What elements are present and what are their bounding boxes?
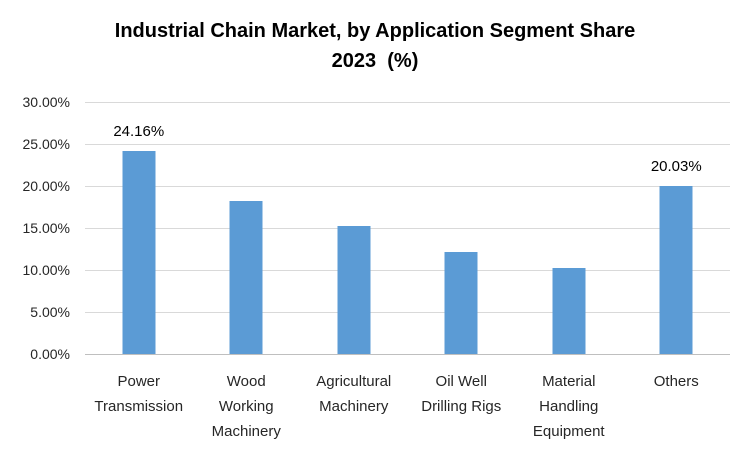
y-axis: 30.00% 25.00% 20.00% 15.00% 10.00% 5.00% 0.00% — [0, 0, 70, 450]
x-axis-category-label: Wood Working Machinery — [211, 373, 281, 440]
bar-material-handling-equipment — [552, 268, 586, 354]
chart-title: Industrial Chain Market, by Application … — [0, 16, 750, 76]
bar-column — [300, 102, 408, 354]
bar-data-label: 24.16% — [113, 123, 165, 141]
chart-title-line-1: Industrial Chain Market, by Application … — [114, 20, 636, 42]
plot-area: 24.16% 20.03% — [85, 102, 730, 355]
y-axis-tick-label: 0.00% — [30, 346, 70, 362]
bar-data-label: 20.03% — [650, 157, 702, 175]
gridline — [85, 312, 730, 313]
x-axis-category-label: Power Transmission — [94, 373, 184, 415]
y-axis-tick-label: 15.00% — [22, 220, 70, 236]
bar-column: 24.16% — [85, 102, 193, 354]
gridline — [85, 228, 730, 229]
y-axis-tick-label: 10.00% — [22, 262, 70, 278]
x-axis-category-label: Material Handling Equipment — [532, 373, 605, 440]
bar-oil-well-drilling-rigs — [444, 251, 478, 354]
bar-others — [659, 185, 693, 354]
x-axis: Power Transmission Wood Working Machinery… — [85, 369, 730, 444]
x-axis-category-label: Others — [653, 373, 699, 390]
gridline — [85, 186, 730, 187]
bar-power-transmission — [122, 151, 156, 354]
bar-column — [515, 102, 623, 354]
x-axis-category-label: Oil Well Drilling Rigs — [421, 373, 502, 415]
x-axis-category-label: Agricultural Machinery — [316, 373, 392, 415]
bar-wood-working-machinery — [229, 201, 263, 354]
y-axis-tick-label: 20.00% — [22, 178, 70, 194]
y-axis-tick-label: 5.00% — [30, 304, 70, 320]
gridline — [85, 102, 730, 103]
gridline — [85, 144, 730, 145]
gridline — [85, 270, 730, 271]
y-axis-tick-label: 30.00% — [22, 94, 70, 110]
chart-title-line-2: 2023 (%) — [331, 50, 419, 72]
bar-agricultural-machinery — [337, 226, 371, 354]
bar-column — [193, 102, 301, 354]
bar-column — [408, 102, 516, 354]
bar-column: 20.03% — [623, 102, 731, 354]
y-axis-tick-label: 25.00% — [22, 136, 70, 152]
